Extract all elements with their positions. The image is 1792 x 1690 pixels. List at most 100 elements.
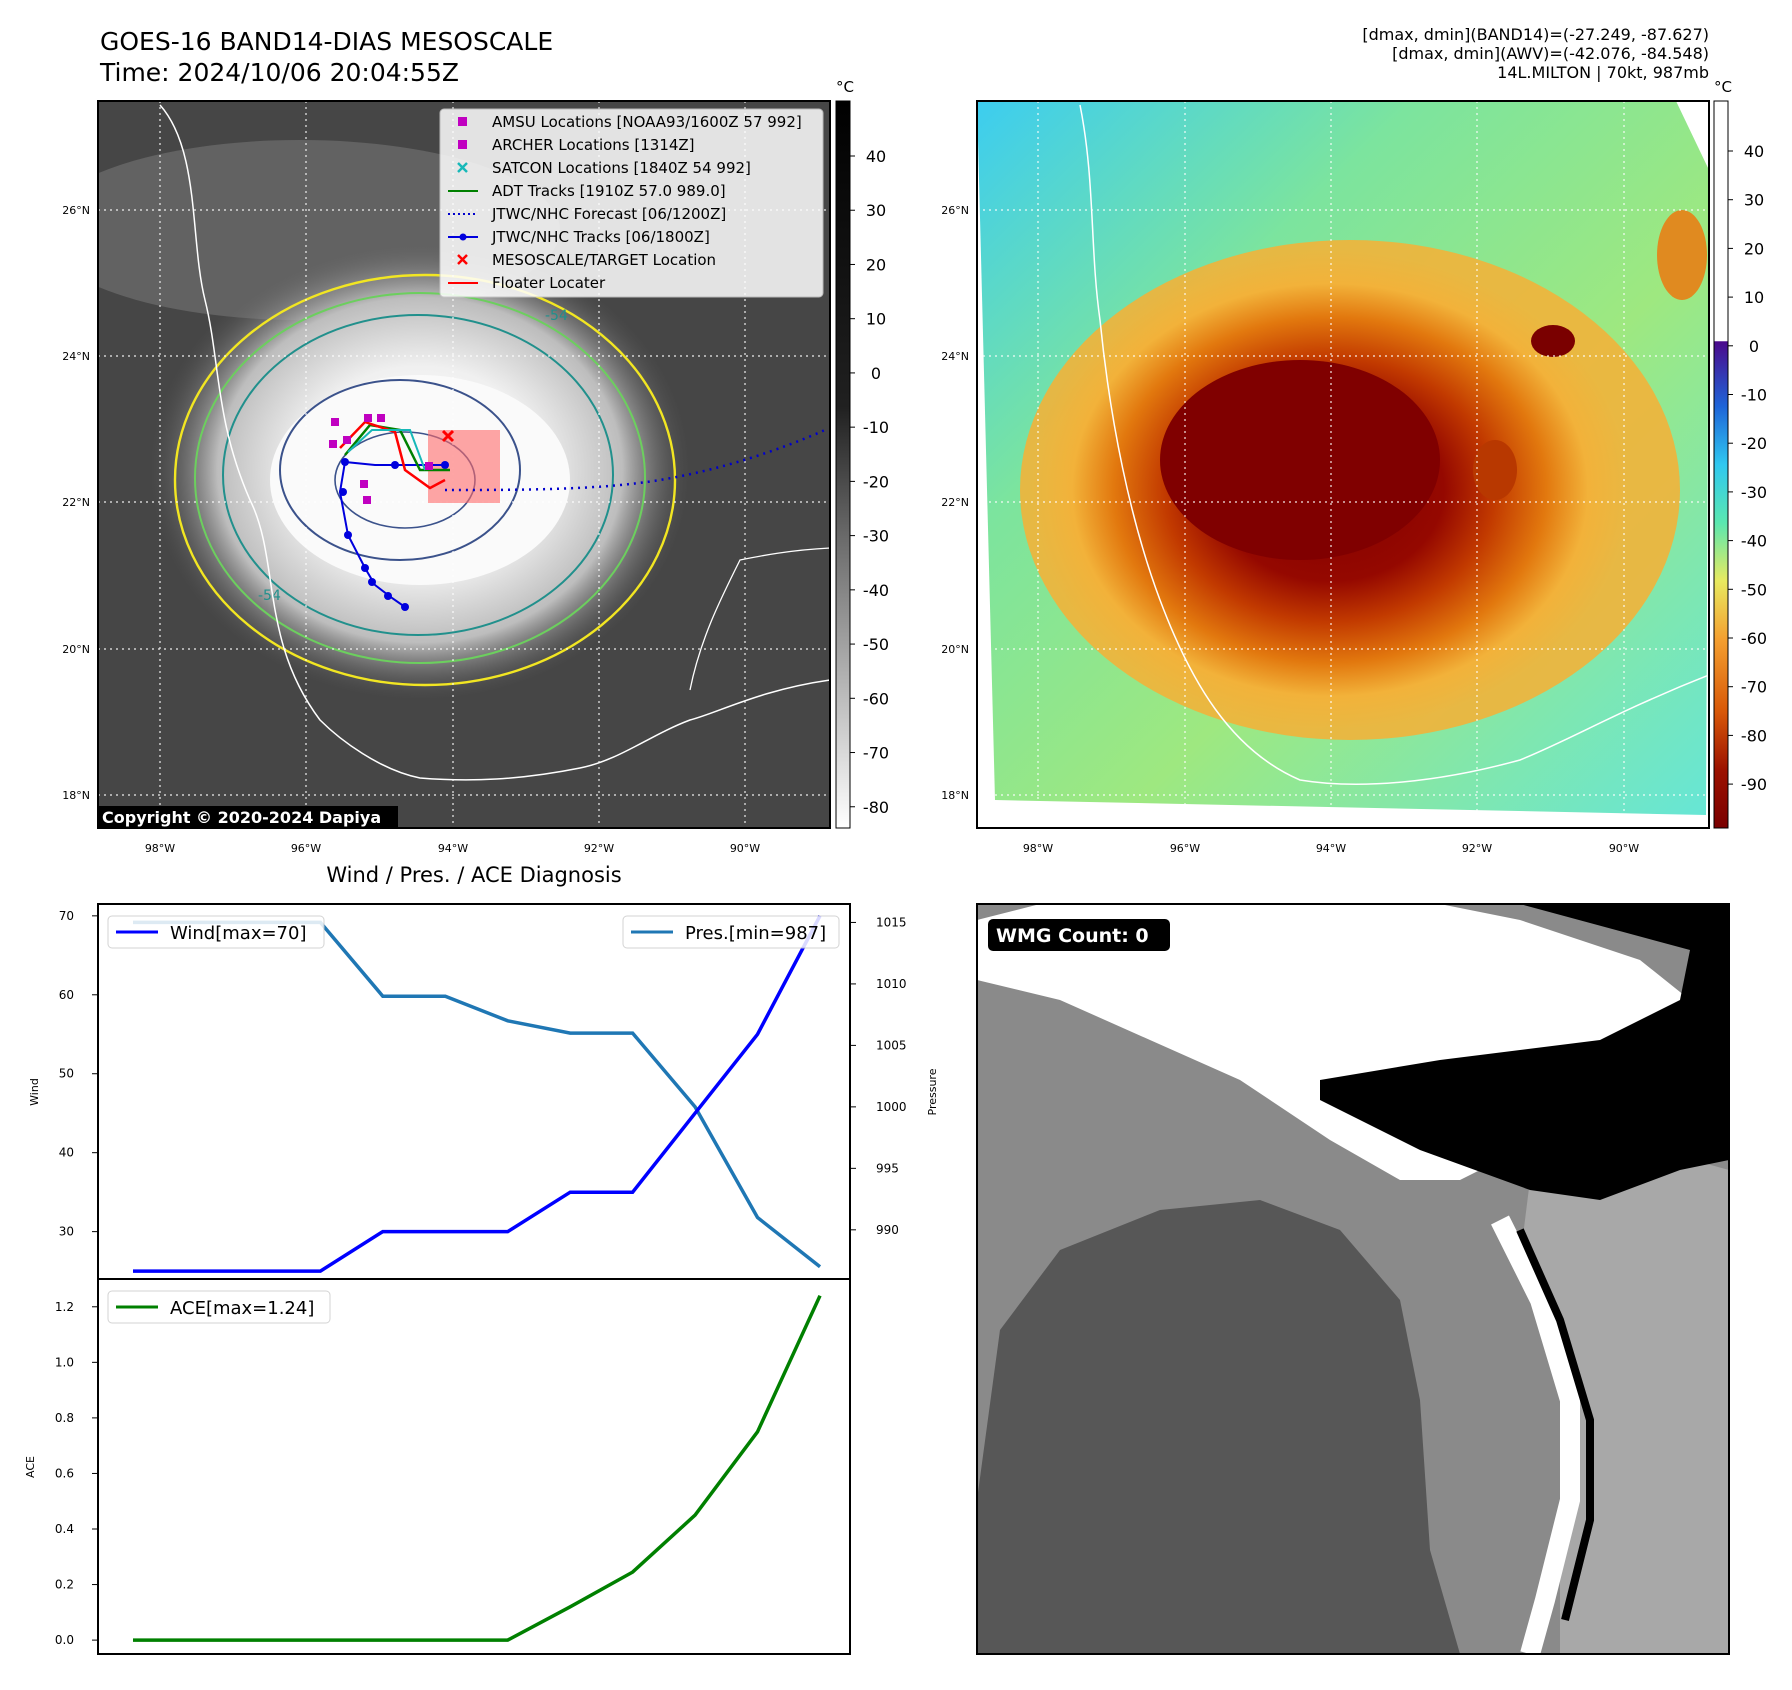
ir-colorbar-tick-label: 40 [866,147,886,166]
ace-ytick-label: 0.2 [55,1578,74,1592]
legend-dot-marker [459,233,467,241]
jtwc-track [338,460,445,608]
ace-legend-label: ACE[max=1.24] [170,1298,314,1319]
wv-lon-label-98: 98°W [1023,842,1053,855]
wv-colorbar-tick-label: 10 [1744,288,1764,307]
wv-lat-label-18: 18°N [941,789,969,802]
ir-colorbar [835,100,851,829]
legend-label: SATCON Locations [1840Z 54 992] [492,159,751,177]
ir-lon-label-92: 92°W [584,842,614,855]
legend-label: JTWC/NHC Forecast [06/1200Z] [491,205,726,223]
ir-lon-label-90: 90°W [730,842,760,855]
pressure-ytick-label: 990 [876,1223,899,1237]
legend-label: Floater Locater [492,274,606,292]
wv-lon-label-94: 94°W [1316,842,1346,855]
jtwc-track-points [339,458,449,611]
wv-colorbar-tick-label: -70 [1741,678,1767,697]
wind-ytick-label: 30 [59,1225,74,1239]
ir-lat-label-24: 24°N [62,350,90,363]
coastline [159,104,830,781]
wind-axis-label: Wind [28,1078,41,1106]
ir-colorbar-tick-label: -10 [863,418,889,437]
wmg-black-region [1320,904,1729,1200]
ir-colorbar-tick-label: -40 [863,581,889,600]
wv-map-frame [976,100,1710,829]
wv-coastline [1079,104,1709,785]
contour-yellow [173,273,677,687]
wv-lon-label-90: 90°W [1609,842,1639,855]
contour-label-2: -54 [258,588,281,604]
wv-lon-label-96: 96°W [1170,842,1200,855]
wv-cell-2 [1473,440,1517,500]
contour-navy [279,379,521,561]
wv-colorbar-tick-label: -50 [1741,580,1767,599]
wind-line [133,914,822,1273]
ace-axis-label: ACE [24,1456,37,1478]
diagnosis-title: Wind / Pres. / ACE Diagnosis [326,863,621,887]
wv-lat-label-24: 24°N [941,350,969,363]
pressure-ytick-label: 995 [876,1161,899,1175]
ir-lat-label-18: 18°N [62,789,90,802]
ir-lat-label-22: 22°N [62,496,90,509]
wind-ytick-label: 70 [59,909,74,923]
wv-colorbar-tick-label: -10 [1741,386,1767,405]
ir-colorbar-tick-label: -60 [863,689,889,708]
wv-map-panel: 26°N 24°N 22°N 20°N 18°N 98°W 96°W 94°W … [941,78,1767,855]
legend-item: Floater Locater [448,274,606,292]
contour-lightgreen [194,292,646,664]
ir-colorbar-tick-label: 20 [866,255,886,274]
ir-map-frame [97,100,831,829]
wind-ytick-label: 50 [59,1067,74,1081]
legend-label: ADT Tracks [1910Z 57.0 989.0] [492,182,726,200]
mesoscale-target-marker [441,429,455,443]
info-awv: [dmax, dmin](AWV)=(-42.076, -84.548) [1392,44,1709,63]
copyright-box [98,806,398,828]
ir-colorbar-tick-label: 30 [866,201,886,220]
ir-colorbar-tick-label: -80 [863,798,889,817]
diagnosis-panel: Wind / Pres. / ACE Diagnosis Wind Pressu… [24,863,939,1655]
wmg-panel: WMG Count: 0 [976,903,1730,1657]
ir-colorbar-tick-label: -50 [863,635,889,654]
wmg-black-streak [1516,1228,1594,1621]
jtwc-forecast-track [444,428,826,492]
ace-ytick-label: 0.4 [55,1522,74,1536]
ir-colorbar-tick-label: -30 [863,527,889,546]
legend-square-marker [458,117,467,126]
contour-label-1: -54 [545,308,568,324]
wv-colorbar-tick-label: 20 [1744,239,1764,258]
legend-item: ADT Tracks [1910Z 57.0 989.0] [448,182,726,200]
info-storm: 14L.MILTON | 70kt, 987mb [1497,63,1709,82]
wv-cell-1 [1531,325,1575,357]
coastline-yucatan [689,547,830,691]
ir-lon-label-94: 94°W [438,842,468,855]
wind-legend-label: Wind[max=70] [170,923,307,944]
pressure-legend: Pres.[min=987] [622,915,840,949]
pressure-ytick-label: 1005 [876,1038,907,1052]
ir-map-panel: -54 -54 [62,78,889,855]
ace-line [133,1294,822,1642]
ir-legend: AMSU Locations [NOAA93/1600Z 57 992] ARCH… [439,108,824,298]
pressure-axis-label: Pressure [926,1068,939,1115]
wind-ytick-label: 60 [59,988,74,1002]
info-band14: [dmax, dmin](BAND14)=(-27.249, -87.627) [1362,25,1709,44]
legend-label: JTWC/NHC Tracks [06/1800Z] [491,228,710,246]
ir-lon-label-96: 96°W [291,842,321,855]
wv-colorbar-unit: °C [1714,78,1732,96]
wv-colorbar-tick-label: 0 [1749,337,1759,356]
wmg-dark-region [977,1200,1460,1654]
legend-item: MESOSCALE/TARGET Location [457,251,716,269]
wv-lon-label-92: 92°W [1462,842,1492,855]
amsu-archer-points [329,414,433,504]
legend-x-marker [457,162,468,173]
wv-colorbar-tick-label: -30 [1741,483,1767,502]
satcon-track [347,429,426,471]
wv-colorbar-tick-label: -90 [1741,775,1767,794]
legend-square-marker [458,140,467,149]
ace-ytick-label: 1.2 [55,1300,74,1314]
pressure-ytick-label: 1015 [876,915,907,929]
legend-label: AMSU Locations [NOAA93/1600Z 57 992] [492,113,802,131]
wv-lat-label-22: 22°N [941,496,969,509]
ace-ytick-label: 0.8 [55,1411,74,1425]
wv-colorbar-tick-label: 40 [1744,142,1764,161]
